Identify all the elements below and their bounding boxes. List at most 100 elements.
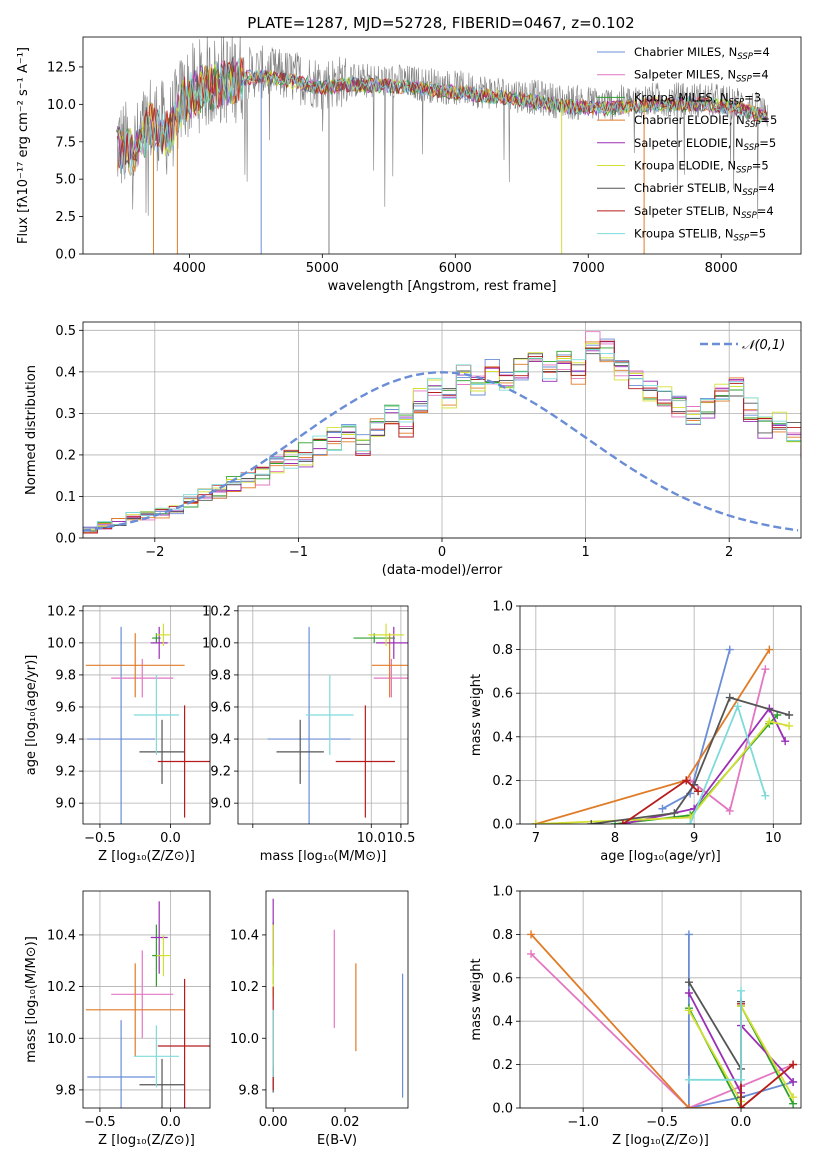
weight-marker — [761, 665, 770, 674]
panel-residuals: −2 −1 0 1 2 0.0 0.1 0.2 0.3 0.4 0.5 (data-model)/er… — [24, 321, 802, 578]
weight-marker — [684, 988, 693, 997]
x-axis-label: E(B-V) — [317, 1133, 357, 1148]
panel-spectrum: 4000 5000 6000 7000 8000 0.0 2.5 5.0 7.5 10.0 12.5… — [16, 36, 802, 294]
panel-weight-Z: −1.0 −0.5 0.0 0.0 0.2 0.4 0.6 0.8 1.0 Z [log₁₀(Z/… — [469, 885, 802, 1148]
weight-series — [688, 934, 794, 1108]
x-tick-label: 7000 — [572, 261, 605, 276]
weight-marker — [785, 711, 794, 719]
legend-subscript: SSP — [745, 120, 761, 130]
weight-marker — [684, 978, 693, 987]
weight-series — [591, 696, 790, 824]
y-tick-label: 9.2 — [55, 765, 76, 780]
normal-curve — [83, 371, 799, 532]
y-tick-label: 10.2 — [202, 604, 231, 619]
y-tick-label: 0.1 — [55, 490, 76, 505]
legend-text: Salpeter MILES, N — [634, 68, 736, 82]
legend-text: Chabrier ELODIE, N — [634, 113, 745, 127]
axes-frame — [82, 605, 211, 825]
y-tick-label: 9.4 — [210, 733, 231, 748]
weight-marker — [725, 645, 734, 654]
y-tick-label: 9.0 — [210, 797, 231, 812]
axes-frame — [82, 890, 211, 1109]
x-tick-label: 0.0 — [160, 1115, 181, 1130]
plot-area — [531, 645, 794, 824]
x-tick-label: 5000 — [306, 261, 339, 276]
weight-marker — [684, 1075, 693, 1084]
axes-frame — [237, 605, 409, 825]
weight-marker — [527, 949, 536, 958]
legend-entry: Kroupa STELIB, NSSP=5 — [634, 227, 766, 244]
legend-value: =5 — [752, 159, 769, 173]
legend-label: 𝒩(0,1) — [742, 338, 785, 353]
legend-subscript: SSP — [744, 143, 760, 153]
y-tick-label: 9.8 — [210, 668, 231, 683]
weight-marker — [733, 702, 742, 711]
y-tick-label: 0.0 — [492, 818, 513, 833]
x-tick-label: 9 — [690, 831, 698, 846]
y-tick-label: 0.3 — [55, 407, 76, 422]
y-tick-label: 0.5 — [55, 324, 76, 339]
y-tick-label: 7.5 — [55, 135, 76, 150]
y-tick-label: 10.2 — [47, 980, 76, 995]
y-tick-label: 1.0 — [492, 600, 513, 615]
legend-entry: Kroupa MILES, NSSP=3 — [634, 90, 761, 107]
plot-area — [272, 898, 404, 1098]
legend-value: =4 — [757, 204, 774, 218]
x-axis-label: (data-model)/error — [382, 563, 503, 578]
legend-subscript: SSP — [742, 188, 758, 198]
y-tick-label: 0.0 — [55, 532, 76, 547]
y-tick-label: 0.4 — [492, 730, 513, 745]
weight-marker — [684, 1006, 693, 1015]
legend-entry: Salpeter MILES, NSSP=4 — [634, 68, 769, 85]
y-tick-label: 0.6 — [492, 687, 513, 702]
y-axis-label: mass [log₁₀(M/M⊙)] — [24, 936, 39, 1063]
y-tick-label: 9.6 — [55, 700, 76, 715]
legend-value: =4 — [758, 181, 775, 195]
y-tick-label: 1.0 — [492, 885, 513, 900]
x-axis-label: wavelength [Angstrom, rest frame] — [328, 279, 557, 294]
axes-frame — [82, 36, 802, 255]
weight-marker — [737, 986, 746, 995]
y-tick-label: 9.8 — [238, 1083, 259, 1098]
legend-subscript: SSP — [729, 97, 745, 107]
legend-subscript: SSP — [734, 234, 750, 244]
weight-marker — [618, 820, 627, 824]
legend-entry: Salpeter STELIB, NSSP=4 — [634, 204, 774, 221]
weight-marker — [785, 721, 794, 730]
legend-text: Salpeter STELIB, N — [634, 204, 741, 218]
x-tick-label: −1 — [289, 545, 308, 560]
weight-marker — [684, 1104, 693, 1108]
y-tick-label: 10.0 — [47, 1032, 76, 1047]
weight-marker — [725, 806, 734, 815]
x-axis-label: Z [log₁₀(Z/Z⊙)] — [612, 1133, 709, 1148]
plot-area — [85, 901, 210, 1108]
x-tick-label: 0 — [438, 545, 446, 560]
y-tick-label: 0.0 — [492, 1102, 513, 1117]
x-tick-label: 4000 — [173, 261, 206, 276]
y-tick-label: 10.4 — [230, 928, 259, 943]
legend-subscript: SSP — [741, 211, 757, 221]
x-tick-label: 0.0 — [731, 1115, 752, 1130]
y-tick-label: 10.0 — [47, 98, 76, 113]
y-tick-label: 10.4 — [47, 928, 76, 943]
x-tick-label: 7 — [532, 831, 540, 846]
y-tick-label: 0.4 — [492, 1015, 513, 1030]
legend-entry: Chabrier ELODIE, NSSP=5 — [634, 113, 777, 130]
x-axis-label: Z [log₁₀(Z/Z⊙)] — [98, 1133, 195, 1148]
x-axis-label: mass [log₁₀(M/M⊙)] — [260, 849, 387, 864]
x-tick-label: 6000 — [439, 261, 472, 276]
residual-histogram — [83, 341, 801, 534]
x-tick-label: 10.0 — [357, 831, 386, 846]
plot-area — [85, 623, 210, 824]
y-axis-label: mass weight — [469, 674, 484, 756]
legend-value: =5 — [760, 113, 777, 127]
legend-entry: Kroupa ELODIE, NSSP=5 — [634, 159, 769, 176]
y-tick-label: 0.2 — [55, 448, 76, 463]
weight-marker — [686, 820, 695, 824]
legend-subscript: SSP — [736, 166, 752, 176]
plot-area — [115, 37, 769, 254]
legend-text: Kroupa MILES, N — [634, 90, 729, 104]
axes-frame — [265, 890, 409, 1109]
panel-age-Z: −0.5 0.0 9.0 9.2 9.4 9.6 9.8 10.0 10.2 Z [log₁₀(Z… — [24, 604, 211, 864]
weight-marker — [789, 1060, 798, 1069]
